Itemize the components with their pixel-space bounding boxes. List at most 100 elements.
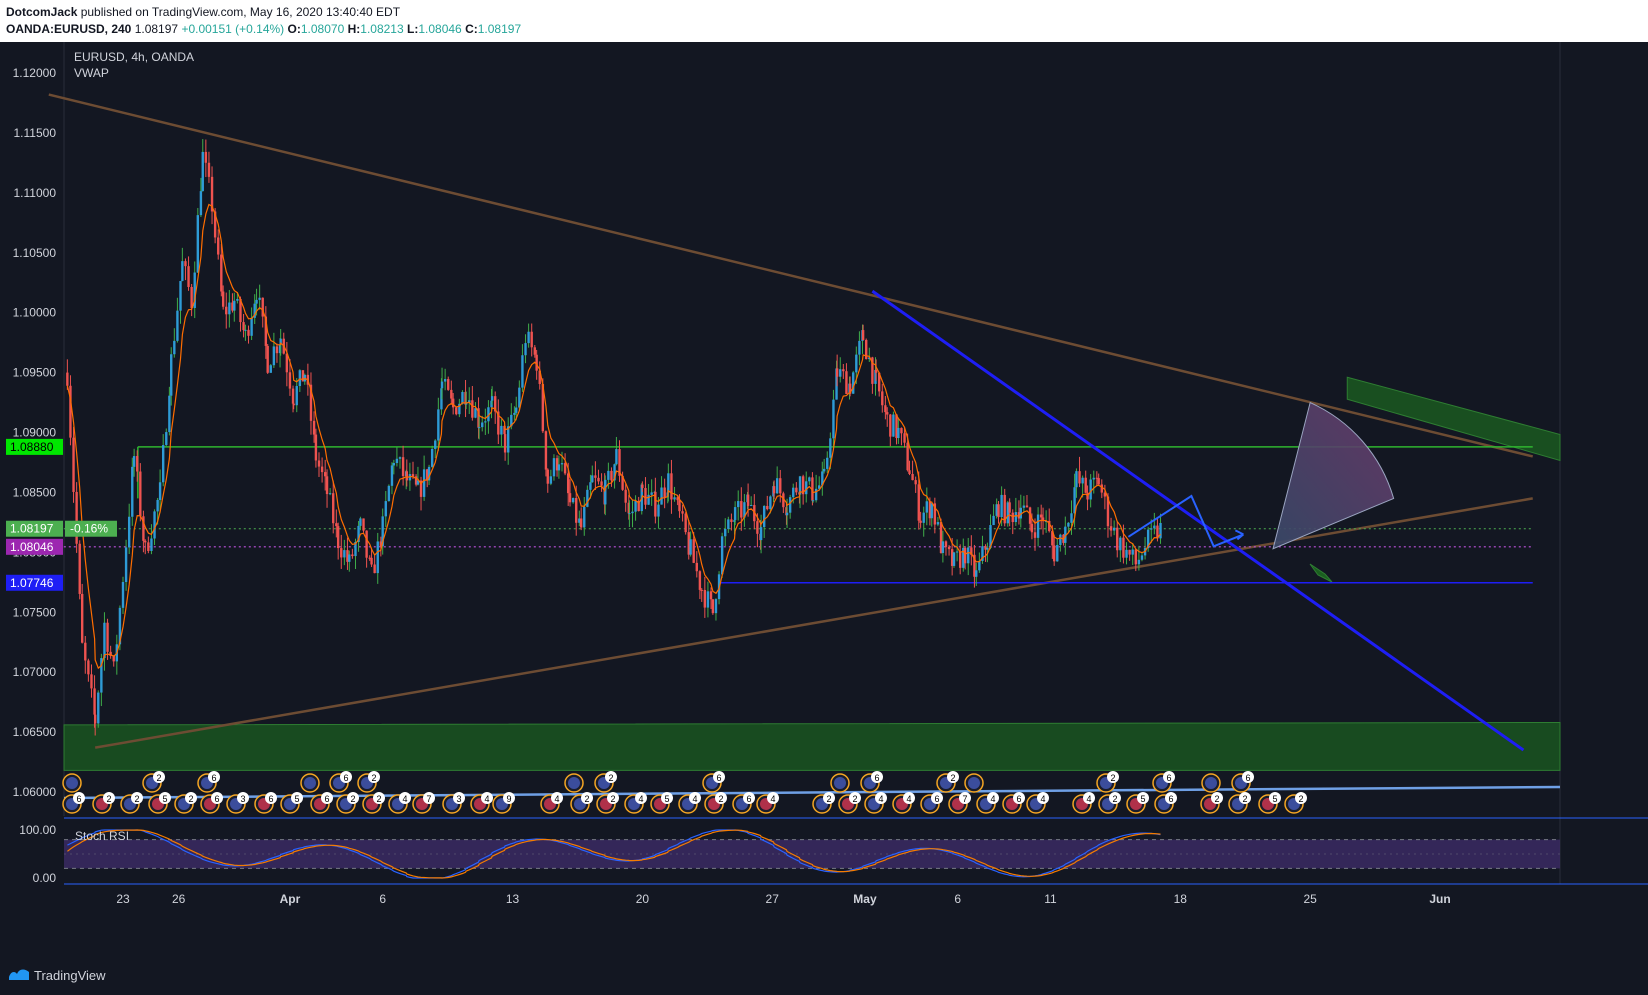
economic-event-icon[interactable]: 6 (1152, 771, 1175, 793)
event-count-badge (1107, 771, 1119, 783)
candle-body (312, 420, 316, 435)
descending-trendline[interactable] (871, 289, 1525, 752)
economic-event-icon[interactable] (62, 773, 82, 793)
economic-event-icon[interactable]: 4 (1026, 792, 1049, 814)
candle-body (1000, 494, 1003, 518)
candle-body (1140, 555, 1144, 560)
candle-body (647, 494, 650, 505)
economic-event-icon[interactable]: 6 (310, 792, 333, 814)
economic-event-icon[interactable] (1201, 773, 1221, 793)
economic-event-icon[interactable]: 4 (388, 792, 411, 814)
footer-brand[interactable]: TradingView (34, 968, 106, 983)
economic-event-icon[interactable]: 4 (470, 792, 493, 814)
economic-event-icon[interactable]: 4 (976, 792, 999, 814)
candle-body (255, 299, 258, 304)
economic-event-icon[interactable]: 2 (362, 792, 385, 814)
candle-body (405, 471, 409, 481)
event-count: 2 (106, 794, 111, 804)
candle-body (939, 522, 943, 554)
economic-event-icon[interactable] (964, 773, 984, 793)
economic-event-icon[interactable]: 9 (492, 792, 515, 814)
economic-event-icon[interactable]: 6 (329, 771, 352, 793)
economic-event-icon[interactable]: 4 (540, 792, 563, 814)
projection-fan[interactable] (1272, 401, 1395, 550)
candle-body (785, 507, 788, 516)
economic-event-icon[interactable]: 2 (812, 792, 835, 814)
event-count: 3 (456, 794, 461, 804)
candle-body (544, 431, 548, 470)
economic-event-icon[interactable]: 2 (936, 771, 959, 793)
economic-event-icon[interactable]: 4 (678, 792, 701, 814)
event-icons[interactable]: 2 6 6 2 2 6 6 2 2 6 6 6 2 2 5 2 6 3 6 5 6 2 2 4 7 3 4 9 4 2 2 4 5 4 2 6 4 2 2 4… (62, 771, 1561, 814)
event-count-badge (347, 792, 359, 804)
economic-event-icon[interactable]: 2 (704, 792, 727, 814)
economic-event-icon[interactable]: 2 (1098, 792, 1121, 814)
candle-body (660, 487, 663, 505)
economic-event-icon[interactable]: 5 (650, 792, 673, 814)
upper-trendline[interactable] (48, 93, 1534, 458)
economic-event-icon[interactable]: 5 (1258, 792, 1281, 814)
author-name[interactable]: DotcomJack (6, 5, 78, 19)
economic-event-icon[interactable] (830, 773, 850, 793)
projection-arrow-icon[interactable] (1234, 529, 1245, 541)
economic-event-icon[interactable]: 6 (200, 792, 223, 814)
candle-body (947, 546, 951, 550)
economic-event-icon[interactable]: 6 (702, 771, 725, 793)
economic-event-icon[interactable]: 2 (142, 771, 165, 793)
candle-body (1014, 512, 1018, 523)
projection[interactable] (1127, 401, 1395, 550)
economic-event-icon[interactable] (564, 773, 584, 793)
projection-path[interactable] (1127, 494, 1244, 548)
economic-event-icon[interactable]: 2 (92, 792, 115, 814)
economic-event-icon[interactable]: 6 (920, 792, 943, 814)
economic-event-icon[interactable]: 6 (197, 771, 220, 793)
price-chart[interactable]: 2 6 6 2 2 6 6 2 2 6 66 2 2 5 2 6 3 6 5 6 2 2 4 7 3 4 9 4 2 2 4 5 4 2 6 4 2 2 4… (0, 42, 1648, 954)
economic-event-icon[interactable]: 6 (732, 792, 755, 814)
candle-body (1017, 512, 1021, 519)
economic-event-icon[interactable]: 6 (860, 771, 883, 793)
economic-event-icon[interactable]: 5 (280, 792, 303, 814)
economic-event-icon[interactable]: 4 (864, 792, 887, 814)
economic-event-icon[interactable]: 2 (1228, 792, 1251, 814)
economic-event-icon[interactable]: 7 (948, 792, 971, 814)
economic-event-icon[interactable]: 2 (1284, 792, 1307, 814)
economic-event-icon[interactable]: 4 (624, 792, 647, 814)
event-count-badge (291, 792, 303, 804)
candle-body (667, 473, 670, 493)
economic-event-icon[interactable]: 5 (1126, 792, 1149, 814)
economic-event-icon[interactable]: 6 (1002, 792, 1025, 814)
economic-event-icon[interactable]: 2 (336, 792, 359, 814)
time-axis[interactable]: 23 26 Apr 6 13 20 27 May 6 11 18 25 Jun (116, 892, 1450, 906)
economic-event-icon[interactable]: 7 (412, 792, 435, 814)
economic-event-icon[interactable]: 4 (892, 792, 915, 814)
economic-event-icon[interactable]: 2 (174, 792, 197, 814)
candle-body (832, 399, 835, 439)
candle-body (711, 599, 715, 614)
economic-event-icon[interactable]: 3 (226, 792, 249, 814)
price-tick-label: 1.07500 (13, 605, 57, 619)
economic-event-icon[interactable]: 2 (838, 792, 861, 814)
economic-event-icon[interactable]: 2 (570, 792, 593, 814)
economic-event-icon[interactable]: 3 (442, 792, 465, 814)
candle-body (1028, 507, 1032, 524)
economic-event-icon[interactable]: 6 (62, 792, 85, 814)
economic-event-icon[interactable]: 6 (254, 792, 277, 814)
bottom-demand-zone (63, 721, 1561, 771)
economic-event-icon[interactable]: 4 (1072, 792, 1095, 814)
economic-event-icon[interactable]: 2 (357, 771, 380, 793)
economic-event-icon[interactable]: 2 (1200, 792, 1223, 814)
economic-event-icon[interactable]: 5 (148, 792, 171, 814)
economic-event-icon[interactable]: 2 (596, 792, 619, 814)
candle-body (242, 322, 245, 331)
economic-event-icon[interactable]: 6 (1231, 771, 1254, 793)
economic-event-icon[interactable]: 2 (120, 792, 143, 814)
economic-event-icon[interactable]: 2 (1096, 771, 1119, 793)
economic-event-icon[interactable]: 4 (756, 792, 779, 814)
candle-body (782, 493, 785, 508)
economic-event-icon[interactable]: 6 (1154, 792, 1177, 814)
candle-body (1033, 532, 1037, 538)
economic-event-icon[interactable] (300, 773, 320, 793)
event-count-badge (153, 771, 165, 783)
economic-event-icon[interactable]: 2 (594, 771, 617, 793)
